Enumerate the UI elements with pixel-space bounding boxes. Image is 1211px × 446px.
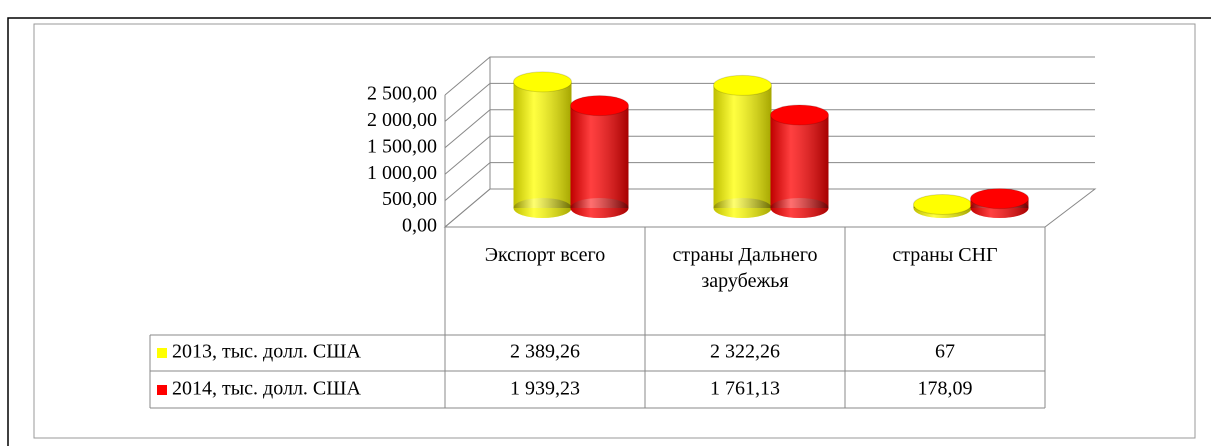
table-value: 2 322,26 (710, 341, 780, 363)
table-value: 67 (935, 341, 955, 363)
cylinder-shade-bottom (513, 198, 572, 218)
cylinder-shade (570, 105, 629, 208)
grid-line (444, 109, 1095, 149)
cylinder (570, 95, 629, 218)
cylinder-top (513, 71, 572, 93)
outer-frame (7, 17, 1211, 446)
cylinder-shade-bottom (770, 198, 829, 218)
y-tick-label: 2 000,00 (367, 109, 437, 131)
y-tick-label: 1 500,00 (367, 135, 437, 157)
grid-line (444, 162, 1095, 201)
cylinder-top (913, 193, 972, 215)
table-value: 1 761,13 (710, 378, 780, 400)
cylinder (513, 71, 572, 218)
cylinder-shade (513, 81, 572, 208)
legend-swatch (157, 348, 167, 358)
y-tick-label: 1 000,00 (367, 162, 437, 184)
grid-line (444, 188, 1095, 228)
table-value: 1 939,23 (510, 378, 580, 400)
cylinder (970, 188, 1029, 218)
grid-line (444, 56, 1095, 96)
legend-label: 2013, тыс. долл. США (172, 341, 361, 363)
cylinder-shade (770, 115, 829, 208)
cylinder-top (770, 104, 829, 126)
table-grid (149, 227, 1046, 409)
cylinder-shade (713, 85, 772, 208)
category-label: Экспорт всего (484, 244, 606, 266)
table-value: 2 389,26 (510, 341, 580, 363)
category-label: страны Дальнего зарубежья (672, 244, 818, 292)
legend-label: 2014, тыс. долл. США (172, 378, 361, 400)
y-tick-label: 2 500,00 (367, 83, 437, 105)
cylinder-top (970, 188, 1029, 210)
category-label: страны СНГ (892, 244, 998, 266)
cylinder (913, 193, 972, 218)
chart-frame (33, 23, 1196, 439)
grid-line (444, 135, 1095, 175)
y-tick-label: 500,00 (382, 188, 437, 210)
y-tick-label: 0,00 (402, 215, 437, 237)
cylinder-top (570, 95, 629, 117)
cylinder-top (713, 74, 772, 96)
cylinder-shade-bottom (713, 198, 772, 218)
grid-line (444, 82, 1095, 122)
cylinder-shade-bottom (570, 198, 629, 218)
cylinder (770, 104, 829, 218)
cylinder (713, 74, 772, 218)
legend-swatch (157, 385, 167, 395)
table-value: 178,09 (918, 378, 973, 400)
